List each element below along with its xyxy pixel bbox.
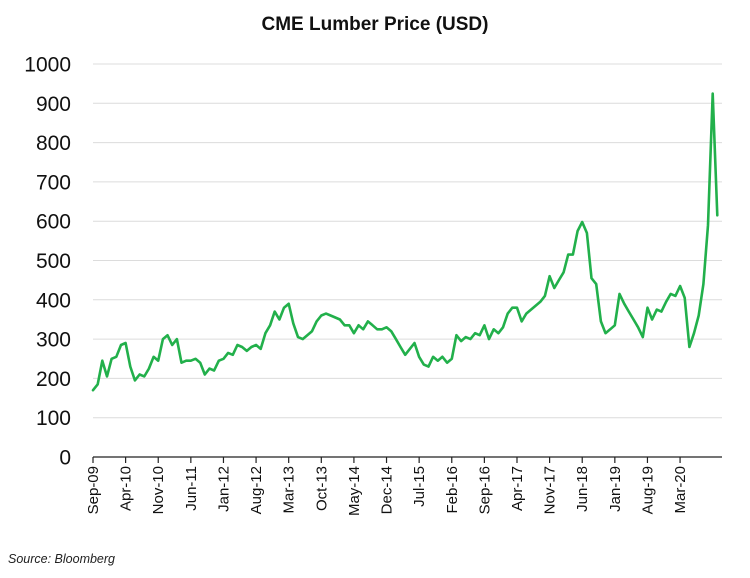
- x-tick-label: Aug-12: [248, 466, 265, 514]
- y-tick-label: 200: [36, 368, 71, 391]
- price-series-line: [91, 92, 719, 392]
- chart-title: CME Lumber Price (USD): [261, 14, 489, 35]
- x-tick-label: Apr-10: [118, 466, 135, 511]
- y-axis-ticks: 0 100 200 300 400 500 600 700 800 900 1000: [24, 54, 71, 470]
- y-tick-label: 400: [36, 289, 71, 312]
- x-tick-label: Sep-09: [85, 466, 102, 514]
- x-tick-label: Jan-19: [607, 466, 624, 512]
- x-tick-label: Dec-14: [379, 466, 396, 514]
- y-tick-label: 700: [36, 171, 71, 194]
- x-tick-label: Jun-11: [183, 466, 200, 511]
- x-tick-label: Mar-13: [281, 466, 298, 514]
- y-tick-label: 800: [36, 132, 71, 155]
- source-note: Source: Bloomberg: [8, 552, 116, 566]
- y-tick-label: 1000: [24, 54, 71, 77]
- x-tick-label: Nov-17: [542, 466, 559, 514]
- x-axis-ticks: Sep-09 Apr-10 Nov-10 Jun-11 Jan-12 Aug-12 Mar-…: [85, 457, 689, 516]
- x-tick-label: Oct-13: [313, 466, 330, 511]
- series-layer: [91, 92, 719, 392]
- x-tick-label: Feb-16: [444, 466, 461, 514]
- y-tick-label: 600: [36, 211, 71, 234]
- x-tick-label: May-14: [346, 466, 363, 516]
- y-tick-label: 900: [36, 93, 71, 116]
- x-tick-label: Jul-15: [411, 466, 428, 507]
- x-tick-label: Jun-18: [574, 466, 591, 512]
- x-tick-label: Aug-19: [639, 466, 656, 514]
- x-tick-label: Apr-17: [509, 466, 526, 511]
- x-tick-label: Jan-12: [215, 466, 232, 512]
- y-tick-label: 100: [36, 407, 71, 430]
- y-tick-label: 300: [36, 329, 71, 352]
- x-tick-label: Mar-20: [672, 466, 689, 514]
- x-tick-label: Nov-10: [150, 466, 167, 514]
- y-tick-label: 0: [59, 447, 71, 470]
- x-tick-label: Sep-16: [476, 466, 493, 514]
- gridlines: [93, 63, 722, 419]
- y-tick-label: 500: [36, 250, 71, 273]
